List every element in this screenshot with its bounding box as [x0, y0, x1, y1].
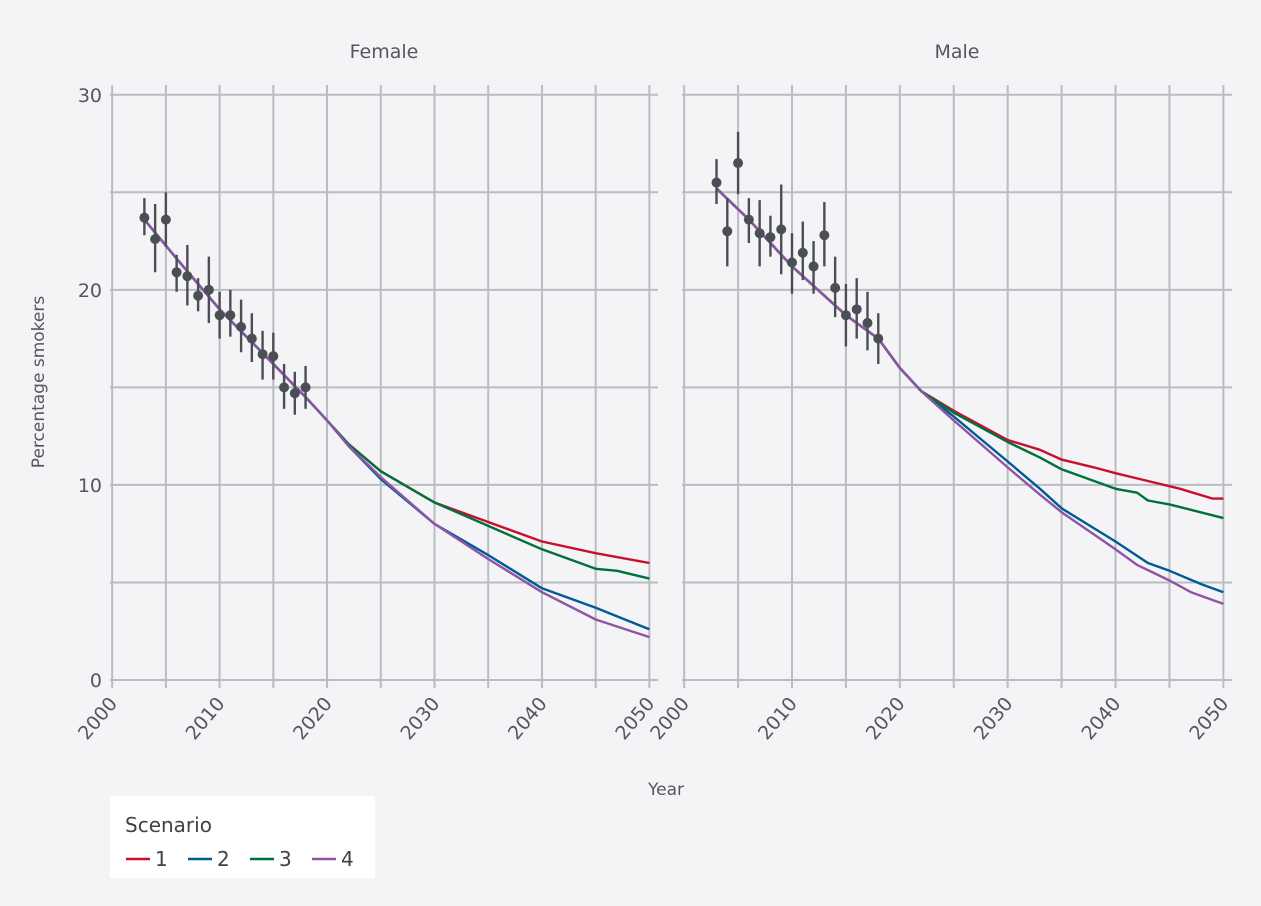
y-tick-label: 20	[78, 280, 102, 302]
observed-point	[160, 214, 171, 225]
y-tick-label: 10	[78, 475, 102, 497]
observed-point	[268, 351, 279, 362]
observed-point	[873, 333, 884, 344]
observed-point	[711, 177, 722, 188]
legend-label-2: 2	[217, 847, 230, 871]
observed-point	[203, 284, 214, 295]
x-tick-label: 2000	[74, 693, 122, 744]
observed-point	[862, 318, 873, 328]
y-tick-label: 30	[78, 85, 102, 107]
observed-point	[787, 257, 797, 268]
observed-point	[150, 234, 161, 245]
observed-point	[733, 158, 744, 169]
legend-label-4: 4	[341, 847, 354, 871]
x-tick-label: 2040	[1077, 693, 1125, 744]
observed-point	[722, 226, 733, 237]
legend-label-1: 1	[155, 847, 168, 871]
legend: Scenario 1 2 3 4	[110, 796, 375, 878]
observed-point	[257, 349, 268, 360]
x-tick-label: 2020	[289, 693, 337, 744]
observed-point	[743, 214, 754, 225]
observed-point	[214, 310, 225, 321]
x-tick-label: 2020	[862, 693, 910, 744]
panel-male: Male 2000 2010 2020 2030 2040 2050	[646, 41, 1233, 744]
observed-point	[819, 230, 830, 241]
x-tick-label: 2030	[970, 693, 1018, 744]
y-axis-title: Percentage smokers	[29, 296, 49, 469]
panel-title: Male	[934, 41, 979, 63]
observed-point	[754, 228, 765, 239]
y-tick-label: 0	[90, 670, 102, 692]
x-tick-label: 2010	[754, 693, 802, 744]
legend-label-3: 3	[279, 847, 292, 871]
x-tick-label: 2030	[396, 693, 444, 744]
observed-point	[246, 333, 257, 344]
observed-point	[830, 282, 841, 293]
legend-background	[110, 796, 375, 878]
observed-point	[797, 247, 808, 258]
x-tick-label: 2010	[181, 693, 229, 744]
observed-point	[182, 271, 193, 282]
series-line-4	[715, 187, 1224, 606]
legend-title: Scenario	[125, 813, 212, 837]
observed-point	[776, 224, 787, 235]
observed-point	[139, 212, 150, 223]
observed-point	[851, 304, 862, 315]
observed-point	[300, 382, 311, 393]
x-tick-label: 2000	[646, 693, 694, 744]
observed-point	[808, 261, 819, 272]
observed-point	[171, 267, 182, 278]
panel-title: Female	[350, 41, 419, 63]
observed-point	[289, 388, 300, 399]
observed-point	[840, 310, 851, 321]
panel-background	[682, 85, 1232, 680]
observed-point	[225, 310, 236, 321]
x-tick-label: 2050	[611, 693, 659, 744]
observed-point	[765, 232, 776, 243]
x-tick-label: 2050	[1185, 693, 1233, 744]
observed-point	[236, 321, 247, 332]
panel-background	[110, 85, 658, 680]
x-axis-title: Year	[647, 780, 684, 800]
observed-point	[193, 290, 204, 301]
x-tick-label: 2040	[504, 693, 552, 744]
observed-point	[279, 382, 290, 393]
